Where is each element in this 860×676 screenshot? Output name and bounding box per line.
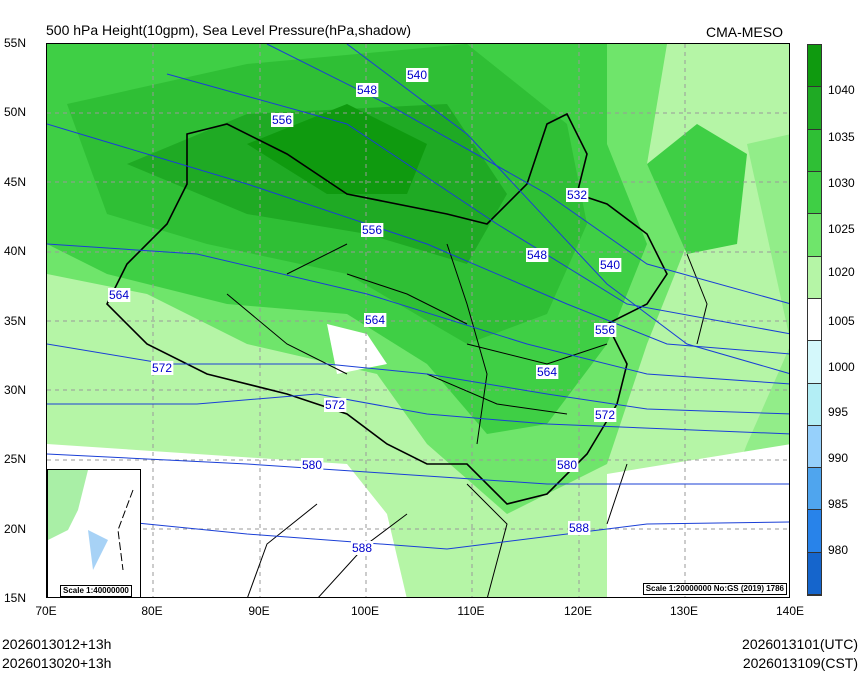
chart-title: 500 hPa Height(10gpm), Sea Level Pressur… — [46, 22, 411, 38]
lat-label: 55N — [4, 36, 27, 50]
colorbar-label: 985 — [828, 497, 849, 511]
contour-label: 548 — [527, 248, 547, 262]
contour-labels: 540 548 556 532 556 548 540 564 556 564 … — [108, 68, 622, 555]
contour-label: 564 — [537, 365, 557, 379]
colorbar-swatch — [808, 214, 821, 257]
lon-label: 70E — [35, 604, 57, 618]
init-time-cst: 2026013020+13h — [2, 655, 112, 671]
colorbar-swatch — [808, 45, 821, 88]
colorbar-swatch — [808, 171, 821, 215]
colorbar-swatch — [808, 298, 821, 342]
source-label: CMA-MESO — [706, 24, 783, 40]
colorbar-label: 1005 — [828, 314, 855, 328]
inset-scale: Scale 1:40000000 — [60, 585, 132, 597]
colorbar-swatch — [808, 87, 821, 130]
valid-time-cst: 2026013109(CST) — [742, 655, 858, 671]
lon-label: 130E — [669, 604, 699, 618]
lat-label: 15N — [4, 591, 27, 605]
contour-label: 564 — [109, 288, 129, 302]
valid-time-utc: 2026013101(UTC) — [742, 636, 858, 652]
colorbar-label: 1035 — [828, 130, 855, 144]
colorbar-swatch — [808, 129, 821, 172]
colorbar-swatch — [808, 341, 821, 384]
lon-label: 90E — [248, 604, 270, 618]
colorbar-label: 995 — [828, 405, 849, 419]
contour-label: 588 — [569, 521, 589, 535]
lat-label: 50N — [4, 105, 27, 119]
init-time-utc: 2026013012+13h — [2, 636, 112, 652]
colorbar-swatch — [808, 468, 821, 511]
lon-label: 80E — [141, 604, 163, 618]
lat-label: 45N — [4, 175, 27, 189]
colorbar-label: 980 — [828, 543, 849, 557]
colorbar-label: 990 — [828, 451, 849, 465]
lon-label: 110E — [457, 604, 485, 618]
lat-label: 20N — [4, 522, 27, 536]
lon-label: 120E — [563, 604, 593, 618]
colorbar-label: 1020 — [828, 265, 855, 279]
lat-label: 40N — [4, 244, 27, 258]
colorbar-swatch — [808, 425, 821, 469]
colorbar-swatch — [808, 510, 821, 553]
contour-label: 540 — [600, 258, 620, 272]
colorbar-swatch — [808, 552, 821, 596]
colorbar-label: 1040 — [828, 83, 855, 97]
contour-label: 564 — [365, 313, 385, 327]
contour-label: 572 — [152, 361, 172, 375]
contour-label: 556 — [595, 323, 615, 337]
contour-label: 580 — [557, 458, 577, 472]
contour-label: 572 — [325, 398, 345, 412]
pressure-field: 540 548 556 532 556 548 540 564 556 564 … — [47, 44, 789, 597]
map-scale: Scale 1:20000000 No:GS (2019) 1786 — [642, 583, 787, 595]
lat-label: 30N — [4, 383, 27, 397]
inset-map: Scale 1:40000000 — [47, 469, 141, 597]
lon-label: 100E — [350, 604, 380, 618]
contour-label: 540 — [407, 68, 427, 82]
colorbar — [807, 44, 822, 596]
lat-label: 25N — [4, 452, 27, 466]
colorbar-swatch — [808, 256, 821, 299]
colorbar-label: 1030 — [828, 176, 855, 190]
colorbar-swatch — [808, 383, 821, 426]
colorbar-label: 1000 — [828, 360, 855, 374]
map-area: 540 548 556 532 556 548 540 564 556 564 … — [46, 43, 790, 598]
contour-label: 588 — [352, 541, 372, 555]
colorbar-label: 1025 — [828, 222, 855, 236]
contour-label: 556 — [362, 223, 382, 237]
contour-label: 548 — [357, 83, 377, 97]
contour-label: 572 — [595, 408, 615, 422]
contour-label: 580 — [302, 458, 322, 472]
lon-label: 140E — [775, 604, 805, 618]
lat-label: 35N — [4, 314, 27, 328]
contour-label: 532 — [567, 188, 587, 202]
contour-label: 556 — [272, 113, 292, 127]
